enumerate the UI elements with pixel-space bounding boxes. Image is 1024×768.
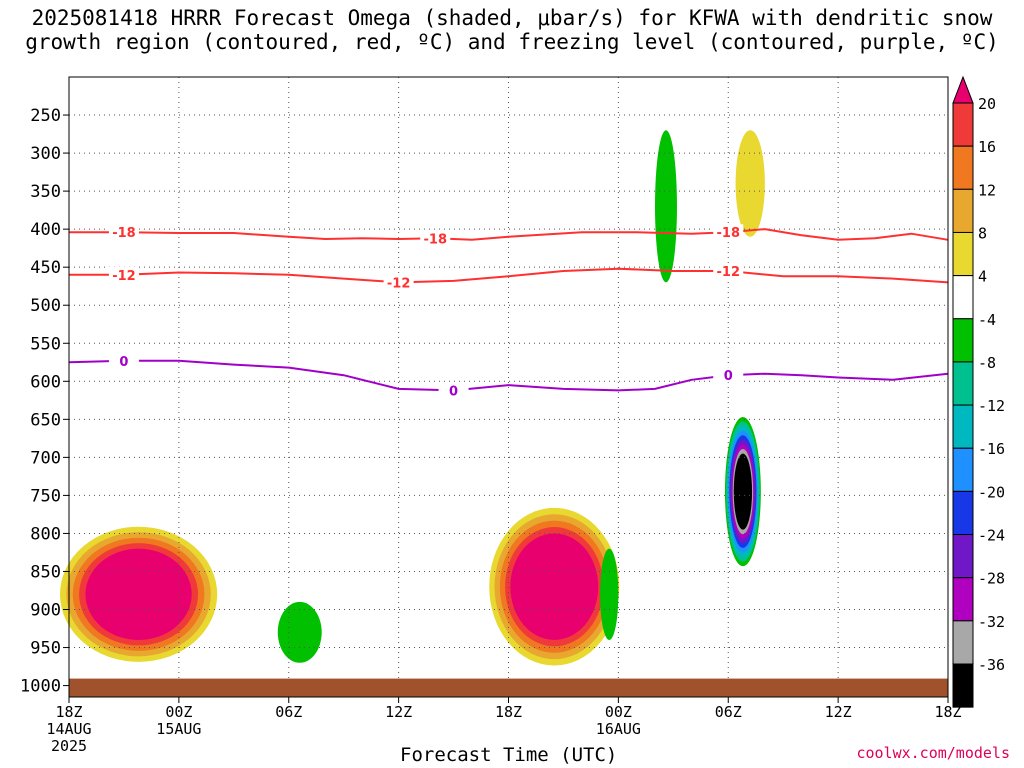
contour-label-bg [108, 266, 139, 282]
colorbar-swatch [952, 275, 974, 320]
chart-title: 2025081418 HRRR Forecast Omega (shaded, … [0, 6, 1024, 54]
contour-label: 0 [449, 384, 458, 399]
colorbar-label: 16 [978, 138, 996, 156]
contour-label: -18 [424, 232, 448, 247]
y-tick-label: 250 [30, 106, 61, 126]
shade-region-3 [600, 548, 619, 640]
shade-region-0 [85, 548, 192, 640]
x-axis-label: Forecast Time (UTC) [400, 744, 618, 766]
colorbar-label: 20 [978, 95, 996, 113]
contour-label-bg [438, 382, 469, 398]
colorbar-swatch [952, 318, 974, 363]
y-tick-label: 500 [30, 296, 61, 316]
contour-label: -12 [387, 276, 411, 291]
colorbar-swatch [952, 404, 974, 449]
y-tick-label: 800 [30, 524, 61, 544]
y-tick-label: 900 [30, 601, 61, 621]
contour-label-bg [713, 262, 744, 278]
colorbar-label: -20 [978, 483, 1005, 501]
ground-band [69, 678, 948, 697]
colorbar-swatch [952, 534, 974, 579]
shade-region-2 [277, 601, 322, 663]
x-tick-label: 06Z [715, 703, 742, 721]
shade-region-5 [655, 130, 677, 283]
contour-line [69, 228, 949, 241]
colorbar-arrow-bottom [952, 663, 974, 692]
colorbar-label: -12 [978, 397, 1005, 415]
colorbar-swatch [952, 188, 974, 233]
contour-line [68, 359, 949, 392]
chart-title-line-2: growth region (contoured, red, ºC) and f… [25, 30, 999, 54]
contour-label-bg [713, 224, 744, 240]
contour-label: -12 [112, 269, 136, 284]
x-tick-label: 06Z [275, 703, 302, 721]
y-tick-label: 300 [30, 144, 61, 164]
y-tick-label: 600 [30, 372, 61, 392]
colorbar-label: -4 [978, 311, 996, 329]
omega-shading [59, 130, 765, 666]
contour-label-bg [383, 274, 414, 290]
shade-region-4 [733, 453, 753, 530]
contour-line [69, 267, 949, 284]
colorbar-swatch [952, 145, 974, 190]
x-tick-label: 14AUG [46, 720, 91, 738]
contour-label: -18 [112, 226, 136, 241]
colorbar-label: -32 [978, 613, 1005, 631]
y-tick-label: 850 [30, 562, 61, 582]
x-tick-label: 12Z [825, 703, 852, 721]
colorbar-swatch [952, 447, 974, 492]
colorbar-swatch [952, 361, 974, 406]
contour-label: 0 [119, 355, 128, 370]
x-tick-label: 16AUG [596, 720, 641, 738]
contour-label-bg [108, 352, 139, 368]
contour-label-bg [420, 230, 451, 246]
shade-region-1 [510, 533, 599, 640]
colorbar-label: -24 [978, 527, 1005, 545]
contour-label: -12 [717, 265, 741, 280]
x-tick-label: 18Z [55, 703, 82, 721]
colorbar-label: 8 [978, 225, 987, 243]
chart-title-line-1: 2025081418 HRRR Forecast Omega (shaded, … [31, 6, 993, 30]
x-tick-label: 00Z [165, 703, 192, 721]
y-tick-label: 550 [30, 334, 61, 354]
contour-label: -18 [717, 226, 741, 241]
y-tick-label: 950 [30, 639, 61, 659]
colorbar-swatch [952, 490, 974, 536]
y-tick-label: 1000 [20, 677, 61, 697]
y-tick-label: 650 [30, 410, 61, 430]
colorbar-swatch [952, 102, 974, 147]
x-tick-label: 15AUG [156, 720, 201, 738]
y-tick-label: 450 [30, 258, 61, 278]
colorbar-label: -28 [978, 570, 1005, 588]
shade-region-6 [735, 130, 765, 237]
x-tick-label: 12Z [385, 703, 412, 721]
colorbar: 20 16 12 8 4 -4 -8 -12 -16 -20 -24 -28 -32 -36 [952, 75, 1005, 708]
contour-label: 0 [724, 369, 733, 384]
y-tick-label: 700 [30, 448, 61, 468]
contour-label-bg [713, 367, 744, 383]
y-axis: 250 300 350 400 450 500 550 600 650 700 750 800 850 9… [20, 106, 69, 697]
colorbar-swatch [952, 620, 974, 665]
colorbar-swatch [952, 577, 974, 622]
credit-text: coolwx.com/models [856, 744, 1010, 762]
contour-label-bg [108, 224, 139, 240]
x-tick-label: 2025 [51, 737, 87, 755]
colorbar-label: -16 [978, 440, 1005, 458]
y-tick-label: 750 [30, 486, 61, 506]
x-tick-label: 18Z [495, 703, 522, 721]
colorbar-label: 12 [978, 181, 996, 199]
contours: -18 -18 -18 -12 -12 -12 0 0 0 [68, 224, 949, 399]
colorbar-label: 4 [978, 268, 987, 286]
x-tick-label: 00Z [605, 703, 632, 721]
y-tick-label: 350 [30, 182, 61, 202]
y-tick-label: 400 [30, 220, 61, 240]
colorbar-swatch [952, 231, 974, 277]
colorbar-label: -8 [978, 354, 996, 372]
colorbar-label: -36 [978, 656, 1005, 674]
colorbar-arrow-top [952, 75, 974, 104]
